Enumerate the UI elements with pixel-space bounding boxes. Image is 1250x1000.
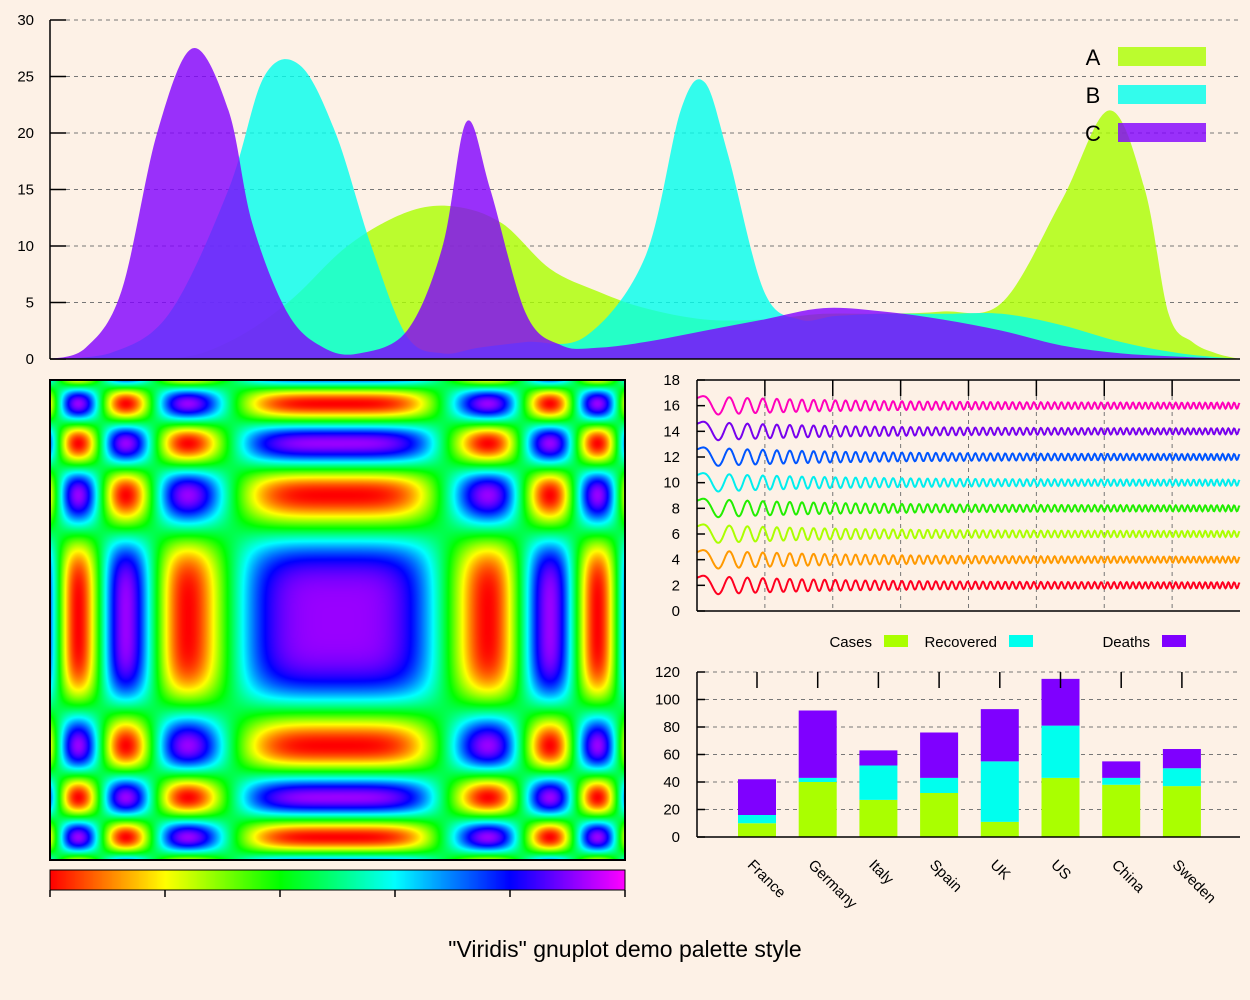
wave-line-7 bbox=[696, 420, 1241, 442]
bar-cases-uk bbox=[980, 821, 1019, 837]
y-tick-label: 10 bbox=[663, 475, 680, 492]
bar-deaths-uk bbox=[980, 709, 1019, 762]
bar-recovered-germany bbox=[798, 777, 837, 782]
legend-swatch-B bbox=[1118, 85, 1206, 104]
wave-lines-chart: 0 2 4 6 8 10 12 14 16 18 bbox=[663, 372, 1241, 620]
y-tick-label: 60 bbox=[663, 747, 680, 764]
colorbar-frame bbox=[49, 869, 626, 891]
bar-cases-sweden bbox=[1162, 786, 1201, 837]
y-tick-label: 18 bbox=[663, 372, 680, 389]
bar-cases-italy bbox=[859, 799, 898, 837]
x-tick-label: Germany bbox=[805, 857, 861, 913]
x-tick-label: Italy bbox=[865, 857, 897, 889]
x-tick-label: France bbox=[744, 857, 789, 902]
bar-recovered-france bbox=[738, 815, 776, 824]
y-tick-label: 20 bbox=[663, 802, 680, 819]
legend-label-recovered: Recovered bbox=[924, 634, 997, 651]
y-tick-label: 25 bbox=[17, 69, 34, 86]
legend-label-deaths: Deaths bbox=[1102, 634, 1150, 651]
bar-deaths-germany bbox=[798, 710, 837, 778]
colorbar bbox=[50, 870, 625, 890]
y-tick-label: 10 bbox=[17, 238, 34, 255]
y-tick-label: 2 bbox=[672, 577, 680, 594]
legend-label-C: C bbox=[1085, 121, 1101, 146]
bar-recovered-spain bbox=[920, 777, 959, 793]
legend-swatch-cases bbox=[884, 635, 908, 647]
bar-cases-germany bbox=[798, 782, 837, 837]
x-tick-label: UK bbox=[987, 857, 1014, 884]
x-tick-label: Spain bbox=[926, 857, 965, 896]
legend-label-A: A bbox=[1086, 45, 1101, 70]
bar-deaths-china bbox=[1102, 761, 1141, 778]
bar-recovered-italy bbox=[859, 765, 898, 800]
bar-deaths-spain bbox=[920, 732, 959, 778]
bar-recovered-uk bbox=[980, 761, 1019, 822]
y-tick-label: 100 bbox=[655, 692, 680, 709]
y-tick-label: 120 bbox=[655, 664, 680, 681]
figure-title: "Viridis" gnuplot demo palette style bbox=[448, 936, 801, 962]
y-tick-label: 6 bbox=[672, 526, 680, 543]
legend-swatch-deaths bbox=[1162, 635, 1186, 647]
y-tick-label: 20 bbox=[17, 125, 34, 142]
bar-cases-france bbox=[738, 823, 776, 837]
wave-line-4 bbox=[696, 497, 1241, 519]
y-tick-label: 8 bbox=[672, 500, 680, 517]
y-tick-label: 12 bbox=[663, 449, 680, 466]
bar-recovered-china bbox=[1102, 777, 1141, 785]
bar-deaths-italy bbox=[859, 750, 898, 766]
x-tick-label: China bbox=[1108, 857, 1148, 897]
bar-cases-us bbox=[1041, 777, 1080, 837]
y-tick-label: 0 bbox=[672, 829, 680, 846]
y-tick-label: 4 bbox=[672, 552, 680, 569]
y-tick-label: 40 bbox=[663, 774, 680, 791]
x-tick-label: US bbox=[1047, 857, 1074, 884]
bar-cases-spain bbox=[920, 793, 959, 837]
bar-recovered-sweden bbox=[1162, 768, 1201, 787]
wave-line-8 bbox=[696, 395, 1241, 416]
bar-recovered-us bbox=[1041, 725, 1080, 778]
y-tick-label: 80 bbox=[663, 719, 680, 736]
legend-label-B: B bbox=[1086, 83, 1101, 108]
series-area-C bbox=[50, 47, 1240, 359]
bar-deaths-sweden bbox=[1162, 749, 1201, 769]
density-area-chart: 0 5 10 15 20 25 30 ABC bbox=[17, 12, 1240, 368]
wave-line-1 bbox=[696, 574, 1241, 596]
series-area-B bbox=[50, 59, 1240, 360]
y-tick-label: 5 bbox=[26, 295, 34, 312]
heatmap-image bbox=[50, 380, 625, 860]
legend-swatch-C bbox=[1118, 123, 1206, 142]
y-tick-label: 15 bbox=[17, 182, 34, 199]
y-tick-label: 0 bbox=[26, 351, 34, 368]
wave-line-2 bbox=[696, 549, 1241, 570]
stacked-bar-chart: 0 20 40 60 80 100 120 France Germany Italy Spain UK… bbox=[655, 634, 1240, 913]
y-tick-label: 0 bbox=[672, 603, 680, 620]
legend-swatch-A bbox=[1118, 47, 1206, 66]
y-tick-label: 16 bbox=[663, 398, 680, 415]
y-tick-label: 14 bbox=[663, 423, 680, 440]
wave-line-6 bbox=[696, 446, 1241, 467]
heatmap-chart bbox=[49, 379, 626, 897]
x-tick-label: Sweden bbox=[1169, 857, 1219, 907]
bar-deaths-france bbox=[738, 779, 776, 815]
y-tick-label: 30 bbox=[17, 12, 34, 29]
bar-cases-china bbox=[1102, 784, 1141, 837]
heatmap-frame bbox=[49, 379, 626, 861]
wave-line-3 bbox=[696, 523, 1241, 544]
legend-label-cases: Cases bbox=[829, 634, 872, 651]
wave-line-5 bbox=[696, 472, 1241, 493]
legend-swatch-recovered bbox=[1009, 635, 1033, 647]
